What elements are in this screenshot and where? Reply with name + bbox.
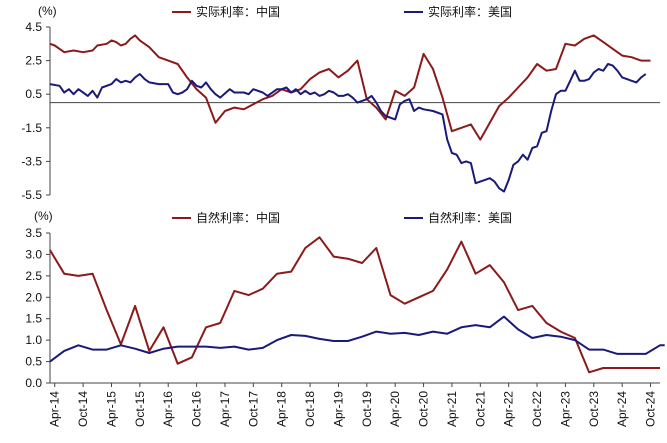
x-tick-label: Apr-16 bbox=[161, 391, 175, 427]
x-tick-label: Oct-21 bbox=[473, 391, 487, 427]
top-chart-panel: (%) 实际利率：中国 实际利率：美国 4.5 2.5 0.5 -1.5 -3.5 -5.… bbox=[21, 4, 660, 202]
top-unit-label: (%) bbox=[38, 4, 57, 18]
bottom-y-tick-label: 0.5 bbox=[25, 355, 42, 369]
x-tick-label: Apr-15 bbox=[105, 391, 119, 427]
series-line-top-us bbox=[49, 63, 647, 193]
x-tick-label: Oct-15 bbox=[133, 391, 147, 427]
bottom-y-tick-label: 2.0 bbox=[25, 290, 42, 304]
x-tick-label: Apr-24 bbox=[615, 391, 629, 427]
bottom-x-ticks: Apr-14 Oct-14 Apr-15 Oct-15 Apr-16 Oct-16 Apr-… bbox=[48, 383, 658, 427]
x-tick-label: Oct-14 bbox=[76, 391, 90, 427]
bottom-y-ticks: 3.5 3.0 2.5 2.0 1.5 1.0 0.5 0.0 bbox=[25, 226, 50, 390]
top-legend: 实际利率：中国 实际利率：美国 bbox=[172, 4, 512, 19]
top-y-tick-label: -3.5 bbox=[21, 154, 42, 168]
legend-label-top-china: 实际利率：中国 bbox=[196, 4, 280, 19]
x-tick-label: Oct-17 bbox=[246, 391, 260, 427]
legend-label-top-us: 实际利率：美国 bbox=[428, 4, 512, 19]
x-tick-label: Apr-19 bbox=[331, 391, 345, 427]
top-y-ticks: 4.5 2.5 0.5 -1.5 -3.5 -5.5 bbox=[21, 20, 50, 202]
top-y-tick-label: 4.5 bbox=[25, 20, 42, 34]
top-y-tick-label: 2.5 bbox=[25, 54, 42, 68]
legend-label-bottom-us: 自然利率：美国 bbox=[428, 210, 512, 225]
x-tick-label: Apr-20 bbox=[388, 391, 402, 427]
bottom-legend: 自然利率：中国 自然利率：美国 bbox=[172, 210, 512, 225]
x-tick-label: Oct-20 bbox=[417, 391, 431, 427]
bottom-y-tick-label: 3.5 bbox=[25, 226, 42, 240]
x-tick-label: Oct-16 bbox=[190, 391, 204, 427]
bottom-y-tick-label: 1.0 bbox=[25, 333, 42, 347]
top-y-tick-label: -1.5 bbox=[21, 121, 42, 135]
bottom-y-tick-label: 2.5 bbox=[25, 269, 42, 283]
x-tick-label: Oct-19 bbox=[360, 391, 374, 427]
x-tick-label: Apr-18 bbox=[275, 391, 289, 427]
bottom-y-tick-label: 3.0 bbox=[25, 247, 42, 261]
series-line-bottom-china bbox=[49, 236, 660, 374]
series-line-bottom-us bbox=[49, 315, 665, 363]
x-tick-label: Apr-23 bbox=[558, 391, 572, 427]
bottom-y-tick-label: 1.5 bbox=[25, 312, 42, 326]
x-tick-label: Oct-23 bbox=[587, 391, 601, 427]
top-y-tick-label: 0.5 bbox=[25, 87, 42, 101]
bottom-chart-panel: (%) 自然利率：中国 自然利率：美国 3.5 3.0 2.5 2.0 1.5 1.0 0.… bbox=[25, 209, 665, 427]
x-tick-label: Apr-17 bbox=[218, 391, 232, 427]
series-line-top-china bbox=[49, 34, 651, 141]
bottom-y-tick-label: 0.0 bbox=[25, 376, 42, 390]
bottom-unit-label: (%) bbox=[34, 209, 53, 223]
x-tick-label: Apr-14 bbox=[48, 391, 62, 427]
x-tick-label: Oct-22 bbox=[530, 391, 544, 427]
x-tick-label: Apr-22 bbox=[502, 391, 516, 427]
x-tick-label: Oct-24 bbox=[644, 391, 658, 427]
x-tick-label: Oct-18 bbox=[303, 391, 317, 427]
legend-label-bottom-china: 自然利率：中国 bbox=[196, 210, 280, 225]
x-tick-label: Apr-21 bbox=[445, 391, 459, 427]
top-y-tick-label: -5.5 bbox=[21, 188, 42, 202]
